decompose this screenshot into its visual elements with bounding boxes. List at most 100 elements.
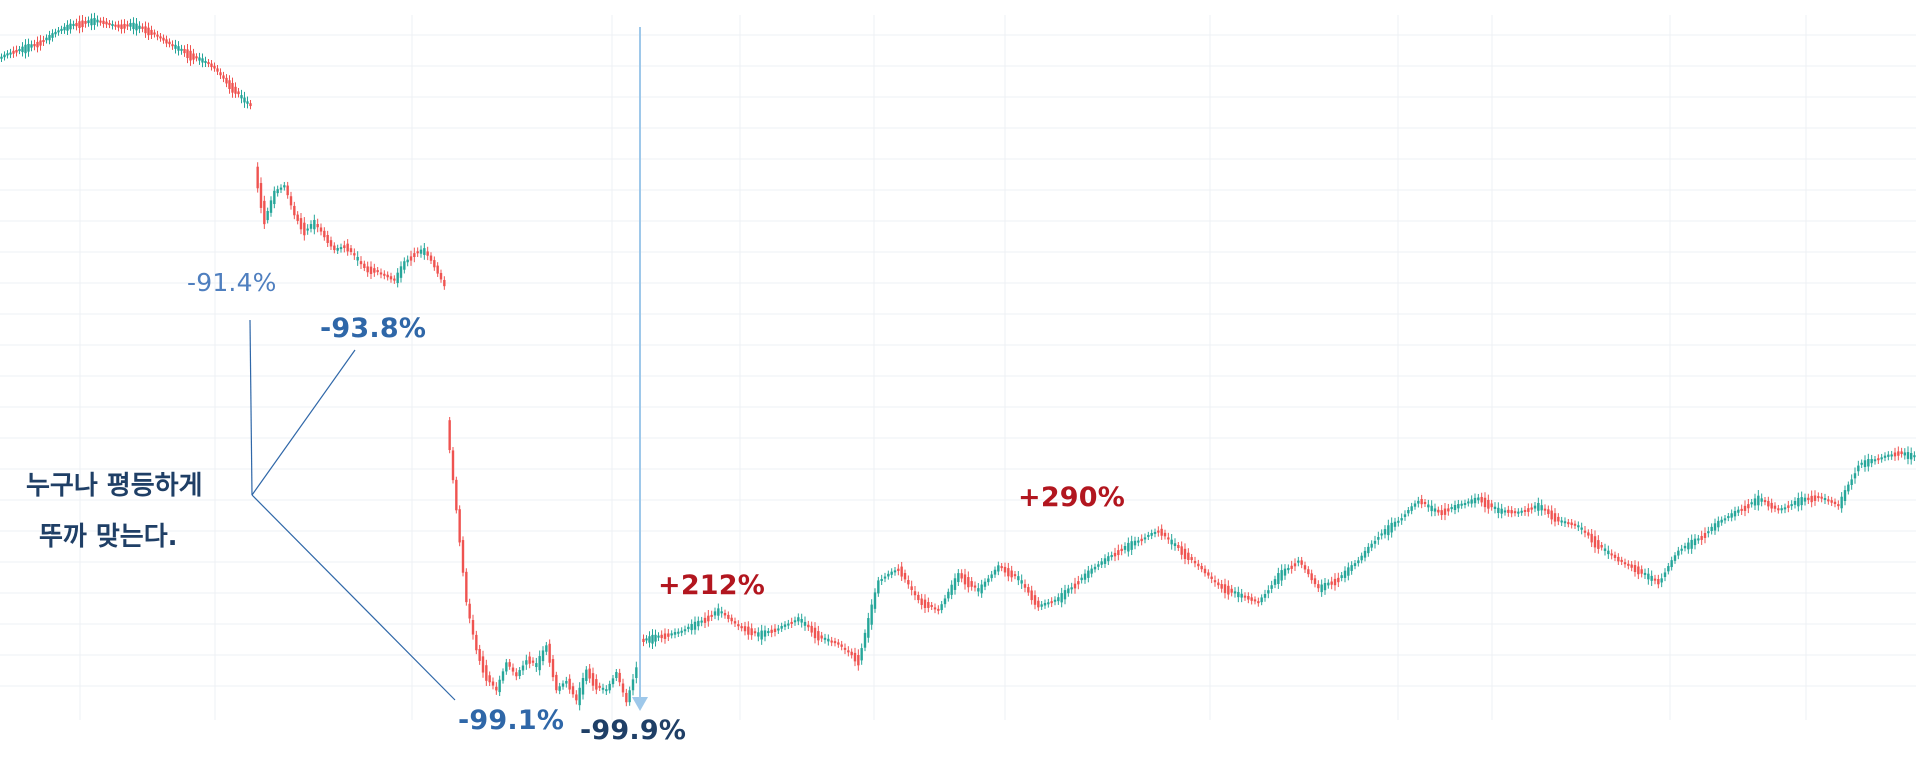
candle-body bbox=[225, 77, 228, 84]
candle-body bbox=[857, 655, 860, 666]
candle-body bbox=[12, 50, 15, 54]
candle-body bbox=[1530, 507, 1533, 510]
candle-body bbox=[747, 626, 750, 635]
candle-body bbox=[1903, 452, 1906, 456]
candle-body bbox=[1330, 581, 1333, 585]
candle-body bbox=[156, 34, 159, 37]
candle-body bbox=[508, 662, 511, 667]
candle-body bbox=[1490, 503, 1493, 508]
candle-body bbox=[84, 21, 87, 24]
candle-body bbox=[495, 686, 498, 691]
candle-body bbox=[461, 540, 465, 573]
candle-body bbox=[897, 568, 900, 571]
candle-body bbox=[72, 23, 75, 26]
candle-body bbox=[1906, 452, 1910, 459]
candle-body bbox=[1380, 533, 1383, 536]
candle-body bbox=[920, 598, 923, 605]
candle-body bbox=[1313, 578, 1317, 585]
candle-body bbox=[642, 638, 645, 643]
candle-body bbox=[1413, 503, 1417, 507]
candle-body bbox=[703, 617, 707, 623]
candle-body bbox=[1150, 533, 1153, 536]
candle-body bbox=[1613, 554, 1617, 558]
candle-body bbox=[807, 624, 810, 628]
candle-body bbox=[1373, 540, 1377, 544]
candle-body bbox=[1320, 584, 1323, 593]
candle-body bbox=[1850, 479, 1853, 485]
candle-body bbox=[797, 617, 800, 622]
candle-body bbox=[670, 633, 673, 636]
candle-body bbox=[847, 650, 850, 653]
candle-body bbox=[1347, 567, 1350, 576]
candle-body bbox=[1270, 585, 1273, 589]
candle-body bbox=[1120, 548, 1123, 552]
candle-body bbox=[1113, 552, 1117, 557]
candle-body bbox=[9, 52, 12, 55]
candle-body bbox=[1663, 572, 1667, 577]
candle-body bbox=[713, 611, 717, 616]
candle-body bbox=[1350, 565, 1353, 571]
candle-body bbox=[1810, 495, 1813, 503]
candle-body bbox=[153, 32, 156, 35]
candle-body bbox=[6, 53, 9, 56]
candle-body bbox=[621, 683, 625, 693]
candle-body bbox=[1897, 451, 1900, 456]
candle-body bbox=[129, 23, 132, 27]
candle-body bbox=[1733, 510, 1737, 517]
candle-body bbox=[376, 270, 379, 273]
candle-body bbox=[1237, 591, 1240, 598]
candle-body bbox=[1470, 499, 1473, 504]
candle-body bbox=[75, 23, 78, 27]
candle-body bbox=[373, 268, 376, 273]
candle-body bbox=[1193, 560, 1197, 564]
candle-body bbox=[99, 20, 102, 23]
candle-body bbox=[1520, 510, 1523, 513]
candle-body bbox=[1430, 505, 1433, 512]
candle-body bbox=[773, 628, 777, 633]
candle-body bbox=[1410, 506, 1413, 511]
candle-body bbox=[198, 57, 201, 61]
candle-body bbox=[1073, 583, 1077, 589]
candle-body bbox=[1677, 550, 1680, 556]
candle-body bbox=[867, 618, 870, 638]
candle-body bbox=[1207, 572, 1210, 576]
annotation-guides bbox=[249, 27, 648, 711]
candlestick-series bbox=[0, 12, 1916, 711]
candle-body bbox=[243, 97, 246, 103]
candle-body bbox=[1503, 510, 1507, 513]
candle-body bbox=[930, 605, 933, 608]
candle-body bbox=[213, 65, 216, 69]
candle-body bbox=[1343, 570, 1347, 578]
candle-body bbox=[114, 24, 117, 27]
candle-body bbox=[1730, 513, 1733, 518]
candle-body bbox=[1863, 460, 1867, 467]
candle-body bbox=[1480, 496, 1483, 503]
candle-body bbox=[1757, 495, 1760, 506]
candle-body bbox=[147, 27, 150, 36]
candle-body bbox=[1097, 564, 1100, 567]
candle-body bbox=[1673, 555, 1677, 561]
candle-body bbox=[111, 24, 114, 27]
candle-body bbox=[1487, 499, 1490, 509]
candle-body bbox=[234, 86, 237, 94]
candle-body bbox=[1740, 508, 1743, 511]
candle-body bbox=[468, 603, 471, 619]
candle-body bbox=[1357, 560, 1360, 564]
candle-body bbox=[535, 663, 538, 668]
candle-body bbox=[1770, 502, 1773, 509]
candle-body bbox=[1773, 505, 1777, 509]
candle-body bbox=[366, 266, 369, 273]
candle-body bbox=[1437, 509, 1440, 513]
candle-body bbox=[1497, 507, 1500, 514]
candle-body bbox=[471, 620, 475, 635]
candle-body bbox=[1090, 568, 1093, 574]
candle-body bbox=[1647, 573, 1650, 580]
candle-body bbox=[1093, 566, 1097, 570]
candle-body bbox=[15, 49, 18, 53]
candle-body bbox=[1527, 508, 1530, 512]
candle-body bbox=[1177, 545, 1180, 549]
candle-body bbox=[1077, 581, 1080, 585]
candle-body bbox=[1393, 521, 1397, 527]
candle-body bbox=[538, 656, 541, 671]
